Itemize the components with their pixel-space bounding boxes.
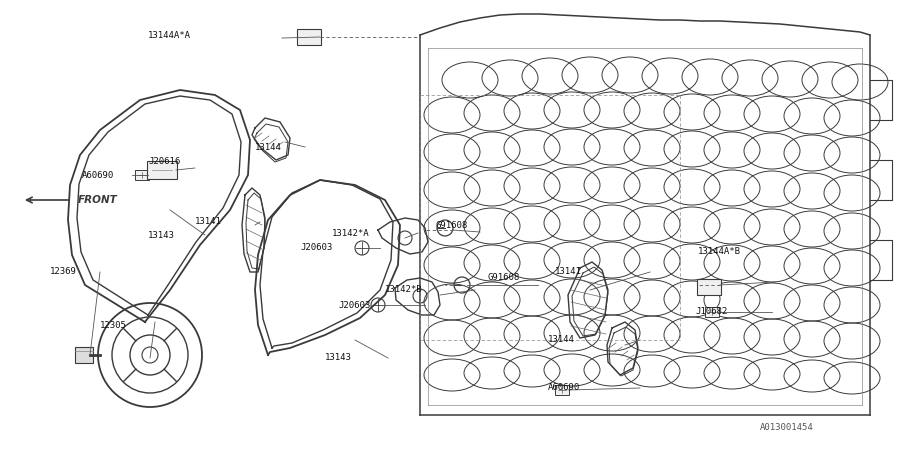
Text: 13142*A: 13142*A: [332, 229, 370, 238]
Text: 13142*B: 13142*B: [385, 285, 423, 294]
Text: J20603: J20603: [300, 243, 332, 252]
Text: G91608: G91608: [488, 274, 520, 283]
Text: J20603: J20603: [338, 301, 370, 310]
Text: A60690: A60690: [82, 171, 114, 180]
FancyBboxPatch shape: [297, 29, 321, 45]
Text: 13144: 13144: [255, 143, 282, 152]
Text: 13144A*A: 13144A*A: [148, 31, 191, 40]
Text: 13143: 13143: [325, 354, 352, 363]
Text: A60690: A60690: [548, 383, 580, 392]
FancyBboxPatch shape: [147, 161, 177, 179]
FancyBboxPatch shape: [697, 279, 721, 295]
Text: J20616: J20616: [148, 158, 180, 166]
Text: 13144: 13144: [548, 336, 575, 345]
FancyBboxPatch shape: [705, 307, 719, 317]
Text: A013001454: A013001454: [760, 423, 814, 432]
Text: FRONT: FRONT: [78, 195, 118, 205]
Text: 13144A*B: 13144A*B: [698, 248, 741, 256]
Text: 12305: 12305: [100, 320, 127, 329]
Text: 12369: 12369: [50, 267, 76, 276]
Bar: [75, 347, 93, 363]
Text: 13141: 13141: [195, 217, 222, 226]
Text: G91608: G91608: [435, 220, 467, 230]
FancyBboxPatch shape: [135, 171, 149, 180]
Text: 13143: 13143: [148, 230, 175, 239]
Text: 13141: 13141: [555, 267, 582, 276]
FancyBboxPatch shape: [555, 385, 569, 395]
Text: J10682: J10682: [695, 307, 727, 316]
